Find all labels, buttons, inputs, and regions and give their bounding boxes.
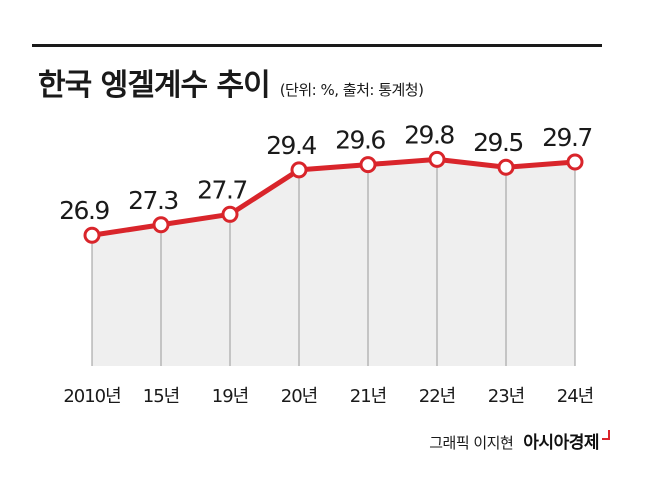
data-label-4: 29.6 (335, 126, 385, 155)
x-tick-label-1: 15년 (143, 386, 179, 407)
chart-title: 한국 엥겔계수 추이 (38, 68, 271, 103)
area-layer (92, 159, 575, 366)
data-label-6: 29.5 (473, 128, 523, 157)
brand-mark-icon (602, 430, 610, 440)
x-tick-label-4: 21년 (350, 386, 386, 407)
top-rule (32, 44, 602, 47)
data-point-3 (290, 161, 308, 179)
data-point-0 (83, 226, 101, 244)
data-label-1: 27.3 (128, 186, 178, 215)
data-label-0: 26.9 (59, 196, 109, 225)
title-row: 한국 엥겔계수 추이 (단위: %, 출처: 통계청) (38, 60, 424, 104)
x-tick-label-0: 2010년 (63, 386, 120, 407)
series-area (92, 159, 575, 366)
data-label-7: 29.7 (542, 123, 592, 152)
series-line-layer (89, 156, 578, 238)
x-tick-label-2: 19년 (212, 386, 248, 407)
data-point-1 (152, 216, 170, 234)
drop-lines (91, 159, 576, 366)
brand-logo: 아시아경제 (523, 433, 599, 453)
point-layer (83, 150, 584, 244)
x-tick-label-5: 22년 (419, 386, 455, 407)
graphic-credit: 그래픽 이지현 (429, 434, 514, 452)
data-point-5 (428, 150, 446, 168)
x-tick-label-3: 20년 (281, 386, 317, 407)
x-tick-layer: 2010년 15년 19년 20년 21년 22년 23년 24년 (63, 386, 594, 407)
data-label-layer: 26.9 27.3 27.7 29.4 29.6 29.8 29.5 29.7 (59, 120, 593, 225)
data-label-2: 27.7 (197, 175, 247, 204)
data-point-4 (359, 156, 377, 174)
data-point-6 (497, 158, 515, 176)
data-point-7 (566, 153, 584, 171)
x-tick-label-7: 24년 (557, 386, 593, 407)
data-point-2 (221, 205, 239, 223)
series-line (89, 156, 578, 238)
footer: 그래픽 이지현 아시아경제 (429, 428, 610, 453)
data-label-5: 29.8 (404, 120, 454, 149)
data-label-3: 29.4 (266, 131, 316, 160)
x-tick-label-6: 23년 (488, 386, 524, 407)
chart-subtitle: (단위: %, 출처: 통계청) (279, 81, 424, 99)
